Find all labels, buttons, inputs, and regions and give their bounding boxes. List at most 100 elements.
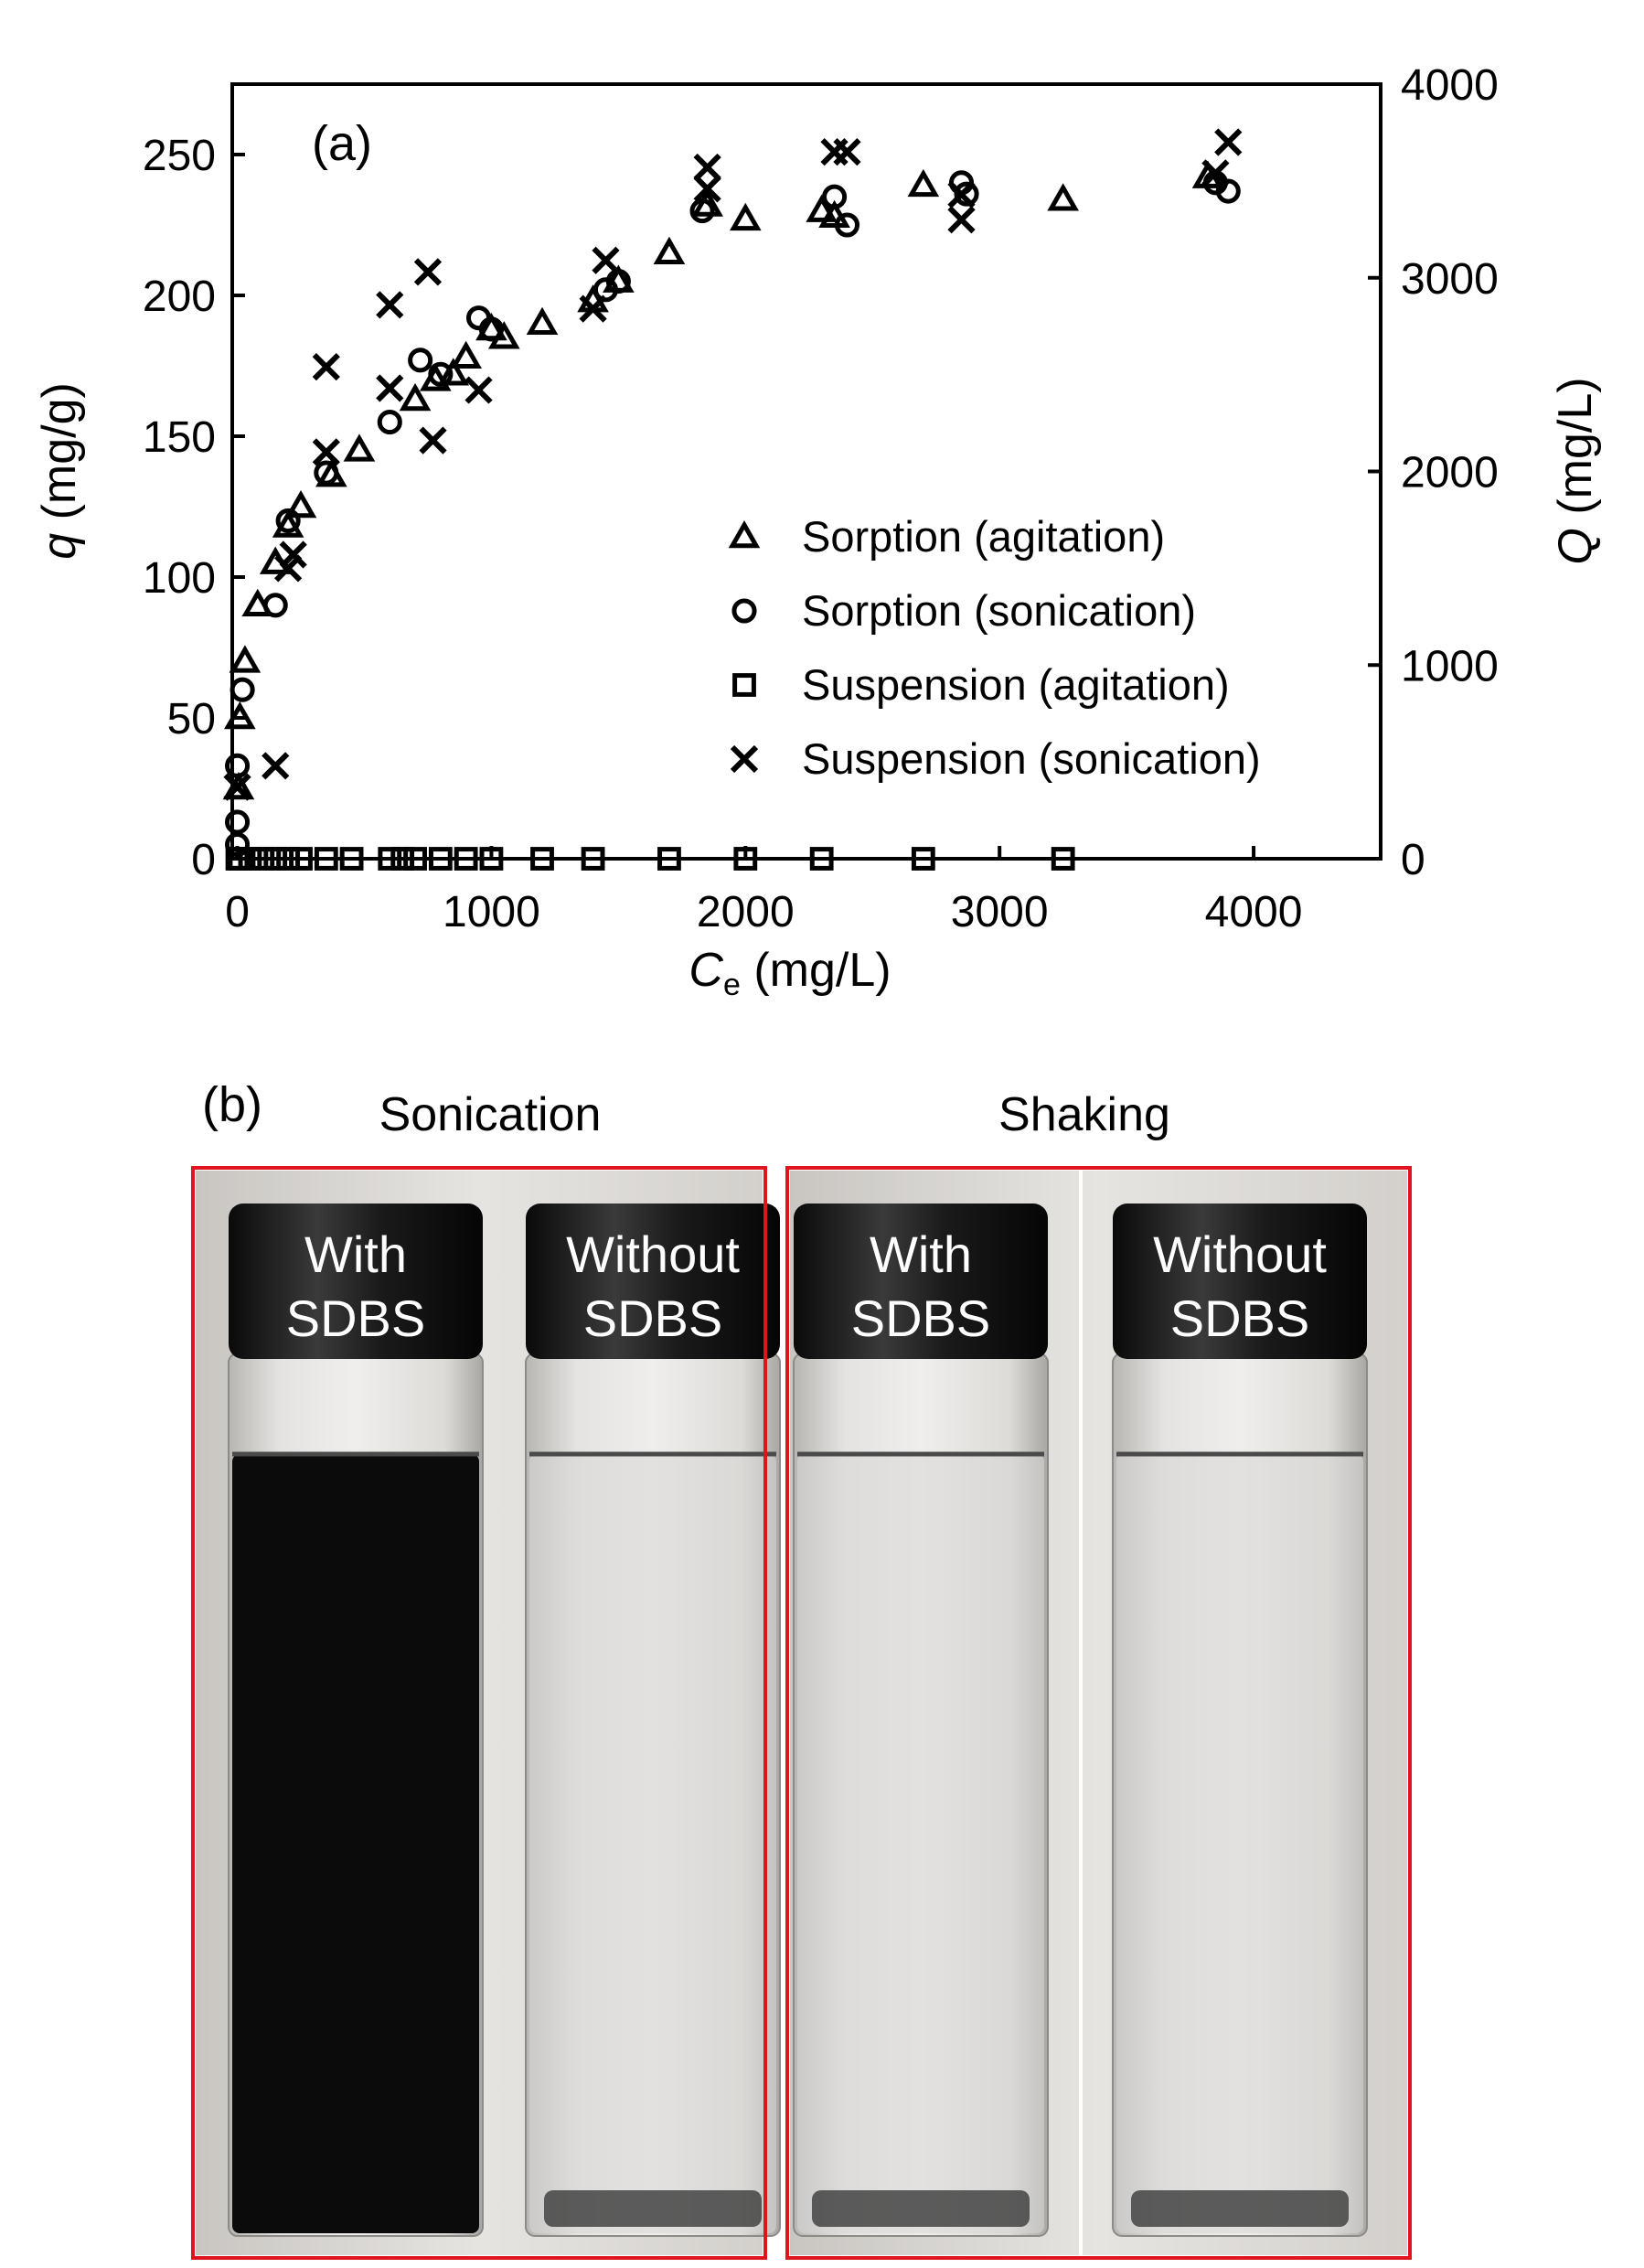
vial-cap xyxy=(526,1204,780,1359)
legend-marker xyxy=(732,673,756,697)
y-axis-title-part: (mg/g) xyxy=(33,382,86,533)
triangle-marker xyxy=(450,340,482,369)
x-marker xyxy=(376,374,404,402)
legend-marker xyxy=(728,519,761,549)
triangle-marker xyxy=(229,645,262,673)
square-marker xyxy=(276,847,301,871)
circle-marker xyxy=(1215,178,1241,204)
y-tick-label: 100 xyxy=(143,554,216,603)
y2-axis-title-part: (mg/L) xyxy=(1549,377,1602,528)
x-marker xyxy=(833,137,861,166)
y-tick-label: 150 xyxy=(143,413,216,462)
vials: With SDBS Without SDBS With SDBS Without SDBS xyxy=(228,1204,1368,2237)
circle-marker xyxy=(689,198,715,224)
legend-label: Suspension (sonication) xyxy=(802,734,1261,783)
y2-axis-title-part: Q xyxy=(1549,528,1602,564)
legend-marker xyxy=(731,598,757,624)
panel-label: (b) xyxy=(202,1077,262,1132)
legend-label: Suspension (agitation) xyxy=(802,660,1230,709)
triangle-marker xyxy=(730,202,762,231)
square-marker xyxy=(390,847,415,871)
x-tick-label: 1000 xyxy=(443,888,540,936)
square-marker xyxy=(403,847,427,871)
vial-label: With xyxy=(304,1225,407,1283)
x-axis-title-part: (mg/L) xyxy=(741,944,891,997)
x-axis-title: Ce (mg/L) xyxy=(689,944,891,1002)
x-marker xyxy=(413,258,443,286)
circle-marker xyxy=(225,753,251,778)
group-frame xyxy=(191,1166,767,2260)
x-marker xyxy=(376,291,404,319)
x-marker xyxy=(693,175,721,203)
sediment xyxy=(544,2190,762,2227)
square-marker xyxy=(339,847,364,871)
circle-marker xyxy=(954,181,979,207)
y-tick-label: 200 xyxy=(143,273,216,321)
square-marker xyxy=(378,847,402,871)
y-tick-label: 50 xyxy=(167,695,216,744)
square-marker xyxy=(733,847,758,871)
circle-marker xyxy=(230,677,255,702)
triangle-marker xyxy=(399,382,432,412)
triangle-marker xyxy=(272,509,304,538)
triangle-marker xyxy=(806,194,838,222)
x-marker xyxy=(947,180,976,209)
triangle-marker xyxy=(343,433,376,462)
sediment xyxy=(1131,2190,1349,2227)
triangle-marker xyxy=(907,168,940,198)
x-axis-title-part: e xyxy=(723,968,741,1002)
x-tick-label: 4000 xyxy=(1205,888,1303,936)
y2-tick-label: 3000 xyxy=(1401,255,1499,304)
triangle-marker xyxy=(437,358,470,386)
group-title: Sonication xyxy=(379,1088,602,1141)
vial-label: SDBS xyxy=(286,1289,426,1347)
square-marker xyxy=(911,847,935,871)
x-marker xyxy=(592,246,620,274)
square-marker xyxy=(238,847,262,871)
x-marker xyxy=(579,294,607,323)
x-marker xyxy=(1201,159,1230,187)
vial-liquid xyxy=(797,1454,1044,2233)
circle-marker xyxy=(262,593,288,618)
circle-marker xyxy=(465,305,492,331)
circle-marker xyxy=(478,316,504,342)
square-marker xyxy=(428,847,453,871)
x-tick-label: 2000 xyxy=(697,888,795,936)
triangle-marker xyxy=(222,771,255,800)
x-marker xyxy=(464,376,493,404)
legend-marker xyxy=(730,744,759,774)
y2-tick-label: 0 xyxy=(1401,836,1425,884)
sediment xyxy=(812,2190,1030,2227)
square-marker xyxy=(657,847,681,871)
x-marker xyxy=(223,773,251,801)
circle-marker xyxy=(834,212,860,238)
triangle-marker xyxy=(1047,183,1079,211)
panel-label: (a) xyxy=(312,116,372,171)
circle-marker xyxy=(408,348,433,373)
legend-label: Sorption (agitation) xyxy=(802,512,1165,561)
x-marker xyxy=(262,752,290,780)
x-marker xyxy=(419,426,447,455)
triangle-marker xyxy=(224,701,256,730)
square-marker xyxy=(809,847,834,871)
y2-tick-label: 1000 xyxy=(1401,642,1499,690)
vial-label: With xyxy=(870,1225,972,1283)
x-tick-label: 0 xyxy=(225,888,250,936)
vial-liquid xyxy=(232,1454,479,2233)
square-marker xyxy=(479,847,504,871)
circle-marker xyxy=(314,460,339,486)
square-marker xyxy=(251,847,275,871)
triangle-marker xyxy=(284,489,317,519)
square-marker xyxy=(1051,847,1075,871)
x-marker xyxy=(312,438,340,466)
vial-label: SDBS xyxy=(583,1289,723,1347)
vial-cap xyxy=(794,1204,1048,1359)
circle-marker xyxy=(225,809,251,835)
x-marker xyxy=(820,137,849,166)
y-axis-title: q (mg/g) xyxy=(33,382,86,560)
x-tick-label: 3000 xyxy=(951,888,1049,936)
circle-marker xyxy=(275,508,301,533)
circle-marker xyxy=(225,832,251,858)
